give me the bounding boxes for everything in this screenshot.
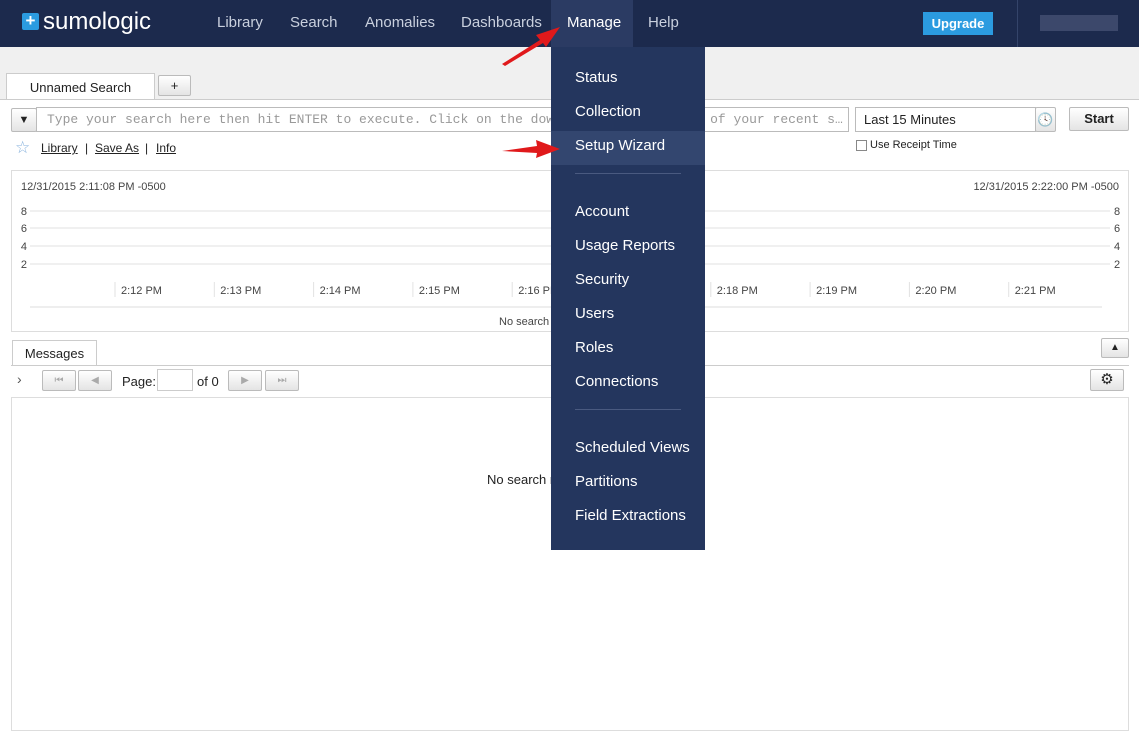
last-page[interactable]: ⏭: [265, 370, 299, 391]
expand-chevron[interactable]: ›: [17, 371, 22, 387]
link[interactable]: Library: [41, 141, 78, 155]
y-tick-label: 8: [1114, 206, 1120, 218]
nav-item[interactable]: Library: [217, 14, 263, 31]
y-tick-label: 8: [21, 206, 27, 218]
logo-icon: +: [22, 12, 39, 30]
x-tick-label: 2:19 PM: [816, 285, 857, 297]
page-count: of 0: [197, 374, 219, 389]
x-tick-label: 2:13 PM: [220, 285, 261, 297]
x-tick-label: 2:14 PM: [320, 285, 361, 297]
menu-item[interactable]: Scheduled Views: [575, 439, 690, 456]
y-tick-label: 4: [21, 241, 27, 253]
menu-item[interactable]: Connections: [575, 373, 659, 390]
checkbox[interactable]: [856, 140, 867, 151]
menu-item[interactable]: Status: [575, 69, 618, 86]
end-time: 12/31/2015 2:22:00 PM -0500: [973, 181, 1119, 193]
y-tick-label: 4: [1114, 241, 1120, 253]
menu-item[interactable]: Collection: [575, 103, 641, 120]
x-tick-label: 2:21 PM: [1015, 285, 1056, 297]
nav-item[interactable]: Manage: [567, 14, 622, 31]
menu-item[interactable]: Usage Reports: [575, 237, 676, 254]
menu-item[interactable]: Partitions: [575, 473, 638, 490]
collapse-button[interactable]: ▲: [1101, 338, 1129, 358]
y-tick-label: 2: [1114, 259, 1120, 271]
top-nav: + sumologic Library Search Anomalies Das…: [0, 0, 1139, 47]
arrow: [502, 140, 560, 158]
x-tick-label: 2:16 PM: [518, 285, 559, 297]
search-input[interactable]: Type your search here then hit ENTER to …: [36, 107, 849, 132]
x-tick-label: 2:18 PM: [717, 285, 758, 297]
link[interactable]: Info: [156, 141, 177, 155]
next-page[interactable]: ▶: [228, 370, 262, 391]
tab[interactable]: Unnamed Search: [6, 73, 155, 100]
link[interactable]: Save As: [95, 141, 140, 155]
checkbox-label[interactable]: Use Receipt Time: [870, 139, 957, 151]
nav-item[interactable]: Anomalies: [365, 14, 436, 31]
menu-item[interactable]: Security: [575, 271, 630, 288]
menu-item[interactable]: Users: [575, 305, 615, 322]
nav-item[interactable]: Dashboards: [461, 14, 542, 31]
nav-item[interactable]: Search: [290, 14, 338, 31]
manage-menu: Status Collection Setup Wizard Account Usage…: [551, 47, 705, 550]
clock-button[interactable]: 🕓: [1035, 107, 1056, 132]
separator: |: [85, 141, 89, 155]
separator: |: [145, 141, 149, 155]
start-button[interactable]: Start: [1069, 107, 1129, 131]
page-input[interactable]: [157, 369, 193, 391]
nav-item[interactable]: Help: [648, 14, 679, 31]
upgrade-button[interactable]: Upgrade: [923, 12, 993, 35]
menu-item[interactable]: Field Extractions: [575, 507, 686, 524]
user-blurred[interactable]: [1040, 15, 1118, 31]
y-tick-label: 2: [21, 259, 27, 271]
menu-highlight: [551, 131, 705, 165]
star[interactable]: ☆: [15, 138, 31, 157]
new-tab[interactable]: +: [158, 75, 191, 96]
menu-item[interactable]: Setup Wizard: [575, 137, 666, 154]
logo[interactable]: sumologic: [43, 8, 152, 35]
menu-separator: [575, 409, 681, 410]
divider: [1017, 0, 1018, 47]
menu-separator: [575, 173, 681, 174]
x-tick-label: 2:15 PM: [419, 285, 460, 297]
x-tick-label: 2:20 PM: [915, 285, 956, 297]
first-page[interactable]: ⏮: [42, 370, 76, 391]
menu-item[interactable]: Account: [575, 203, 630, 220]
x-tick-label: 2:12 PM: [121, 285, 162, 297]
menu-item[interactable]: Roles: [575, 339, 614, 356]
messages-tab[interactable]: Messages: [12, 340, 97, 366]
active-nav-bg: [551, 0, 633, 47]
y-tick-label: 6: [21, 223, 27, 235]
settings-button[interactable]: ⚙: [1090, 369, 1124, 391]
arrow: [502, 27, 560, 66]
start-time: 12/31/2015 2:11:08 PM -0500: [21, 181, 166, 193]
page-label: Page:: [122, 374, 156, 389]
y-tick-label: 6: [1114, 223, 1120, 235]
prev-page[interactable]: ◀: [78, 370, 112, 391]
